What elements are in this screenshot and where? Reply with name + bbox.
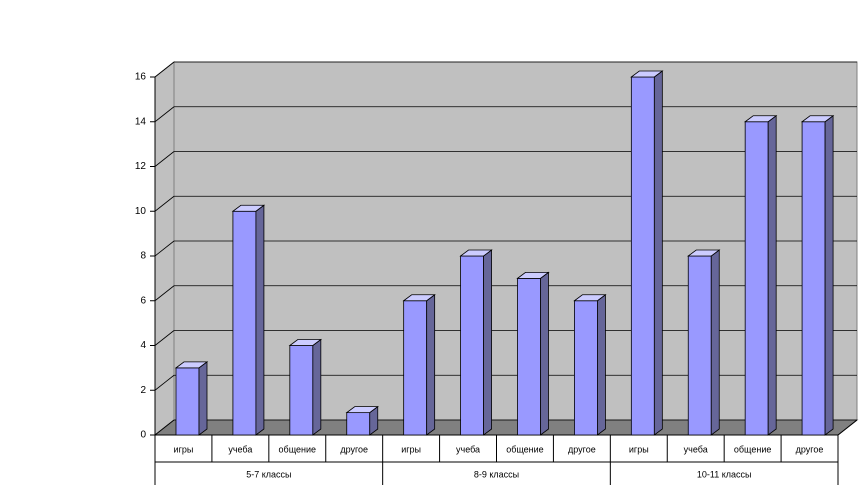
bar-top [402, 294, 436, 302]
x-tick-label: игры [629, 444, 649, 454]
bar-top [459, 249, 493, 257]
x-tick-label: общение [734, 444, 771, 454]
x-tick-label: другое [568, 444, 596, 454]
x-tick-label: учеба [456, 444, 480, 454]
x-tick-label: общение [506, 444, 543, 454]
bar-top [800, 115, 835, 123]
x-tick-label: игры [174, 444, 194, 454]
bar-top [516, 271, 550, 279]
grid-line [154, 61, 175, 78]
bar-top [231, 204, 266, 212]
y-tick-label: 0 [140, 430, 146, 441]
bar-top [743, 115, 778, 123]
bar-side [198, 361, 208, 436]
bar [744, 121, 769, 436]
y-tick-label: 4 [140, 340, 146, 351]
bar-side [540, 271, 549, 436]
bar-side [767, 114, 777, 436]
grid-line [154, 330, 175, 346]
bar-top [288, 339, 323, 346]
bar-side [653, 70, 663, 436]
bar-side [312, 338, 322, 436]
bar-side [710, 249, 720, 436]
x-tick-label: учеба [228, 444, 252, 454]
bar-side [426, 293, 436, 436]
grid-line [154, 151, 175, 167]
y-tick-label: 14 [135, 116, 147, 127]
grid-line [154, 106, 175, 123]
x-tick-label: общение [279, 444, 316, 454]
x-tick-label: учеба [684, 444, 708, 454]
group-label: 10-11 классы [697, 469, 752, 479]
bar [687, 255, 712, 436]
grid-line [154, 419, 175, 436]
bar-side [824, 114, 834, 436]
x-tick-label: игры [401, 444, 421, 454]
y-tick-label: 10 [135, 206, 147, 217]
bar [346, 412, 371, 436]
grid-line [154, 285, 175, 302]
bar-side [255, 204, 265, 436]
bar-side [483, 249, 492, 436]
bar [232, 210, 257, 436]
bar-side [597, 293, 606, 436]
floor-edge [837, 419, 858, 436]
bar-top [573, 294, 607, 302]
grid-line [154, 195, 175, 212]
bar [801, 121, 826, 436]
bar [175, 367, 200, 436]
grid-line [154, 374, 175, 391]
y-tick-label: 12 [135, 161, 147, 172]
bar-top [174, 361, 209, 369]
y-tick-label: 2 [140, 385, 146, 396]
x-tick-label: другое [340, 444, 368, 454]
bar-top [687, 249, 721, 257]
grid-line [154, 240, 175, 257]
bar [574, 300, 598, 436]
bar [517, 277, 541, 436]
bar-top [345, 406, 379, 414]
bar [289, 345, 314, 436]
group-label: 8-9 классы [474, 469, 519, 479]
x-tick-label: другое [796, 444, 824, 454]
bar [630, 76, 655, 436]
bar-top [630, 70, 664, 78]
y-tick-label: 16 [135, 72, 147, 83]
bar [460, 255, 484, 436]
group-label: 5-7 классы [246, 469, 291, 479]
y-tick-label: 8 [140, 251, 146, 262]
y-tick-label: 6 [140, 295, 146, 306]
bar [403, 300, 428, 436]
